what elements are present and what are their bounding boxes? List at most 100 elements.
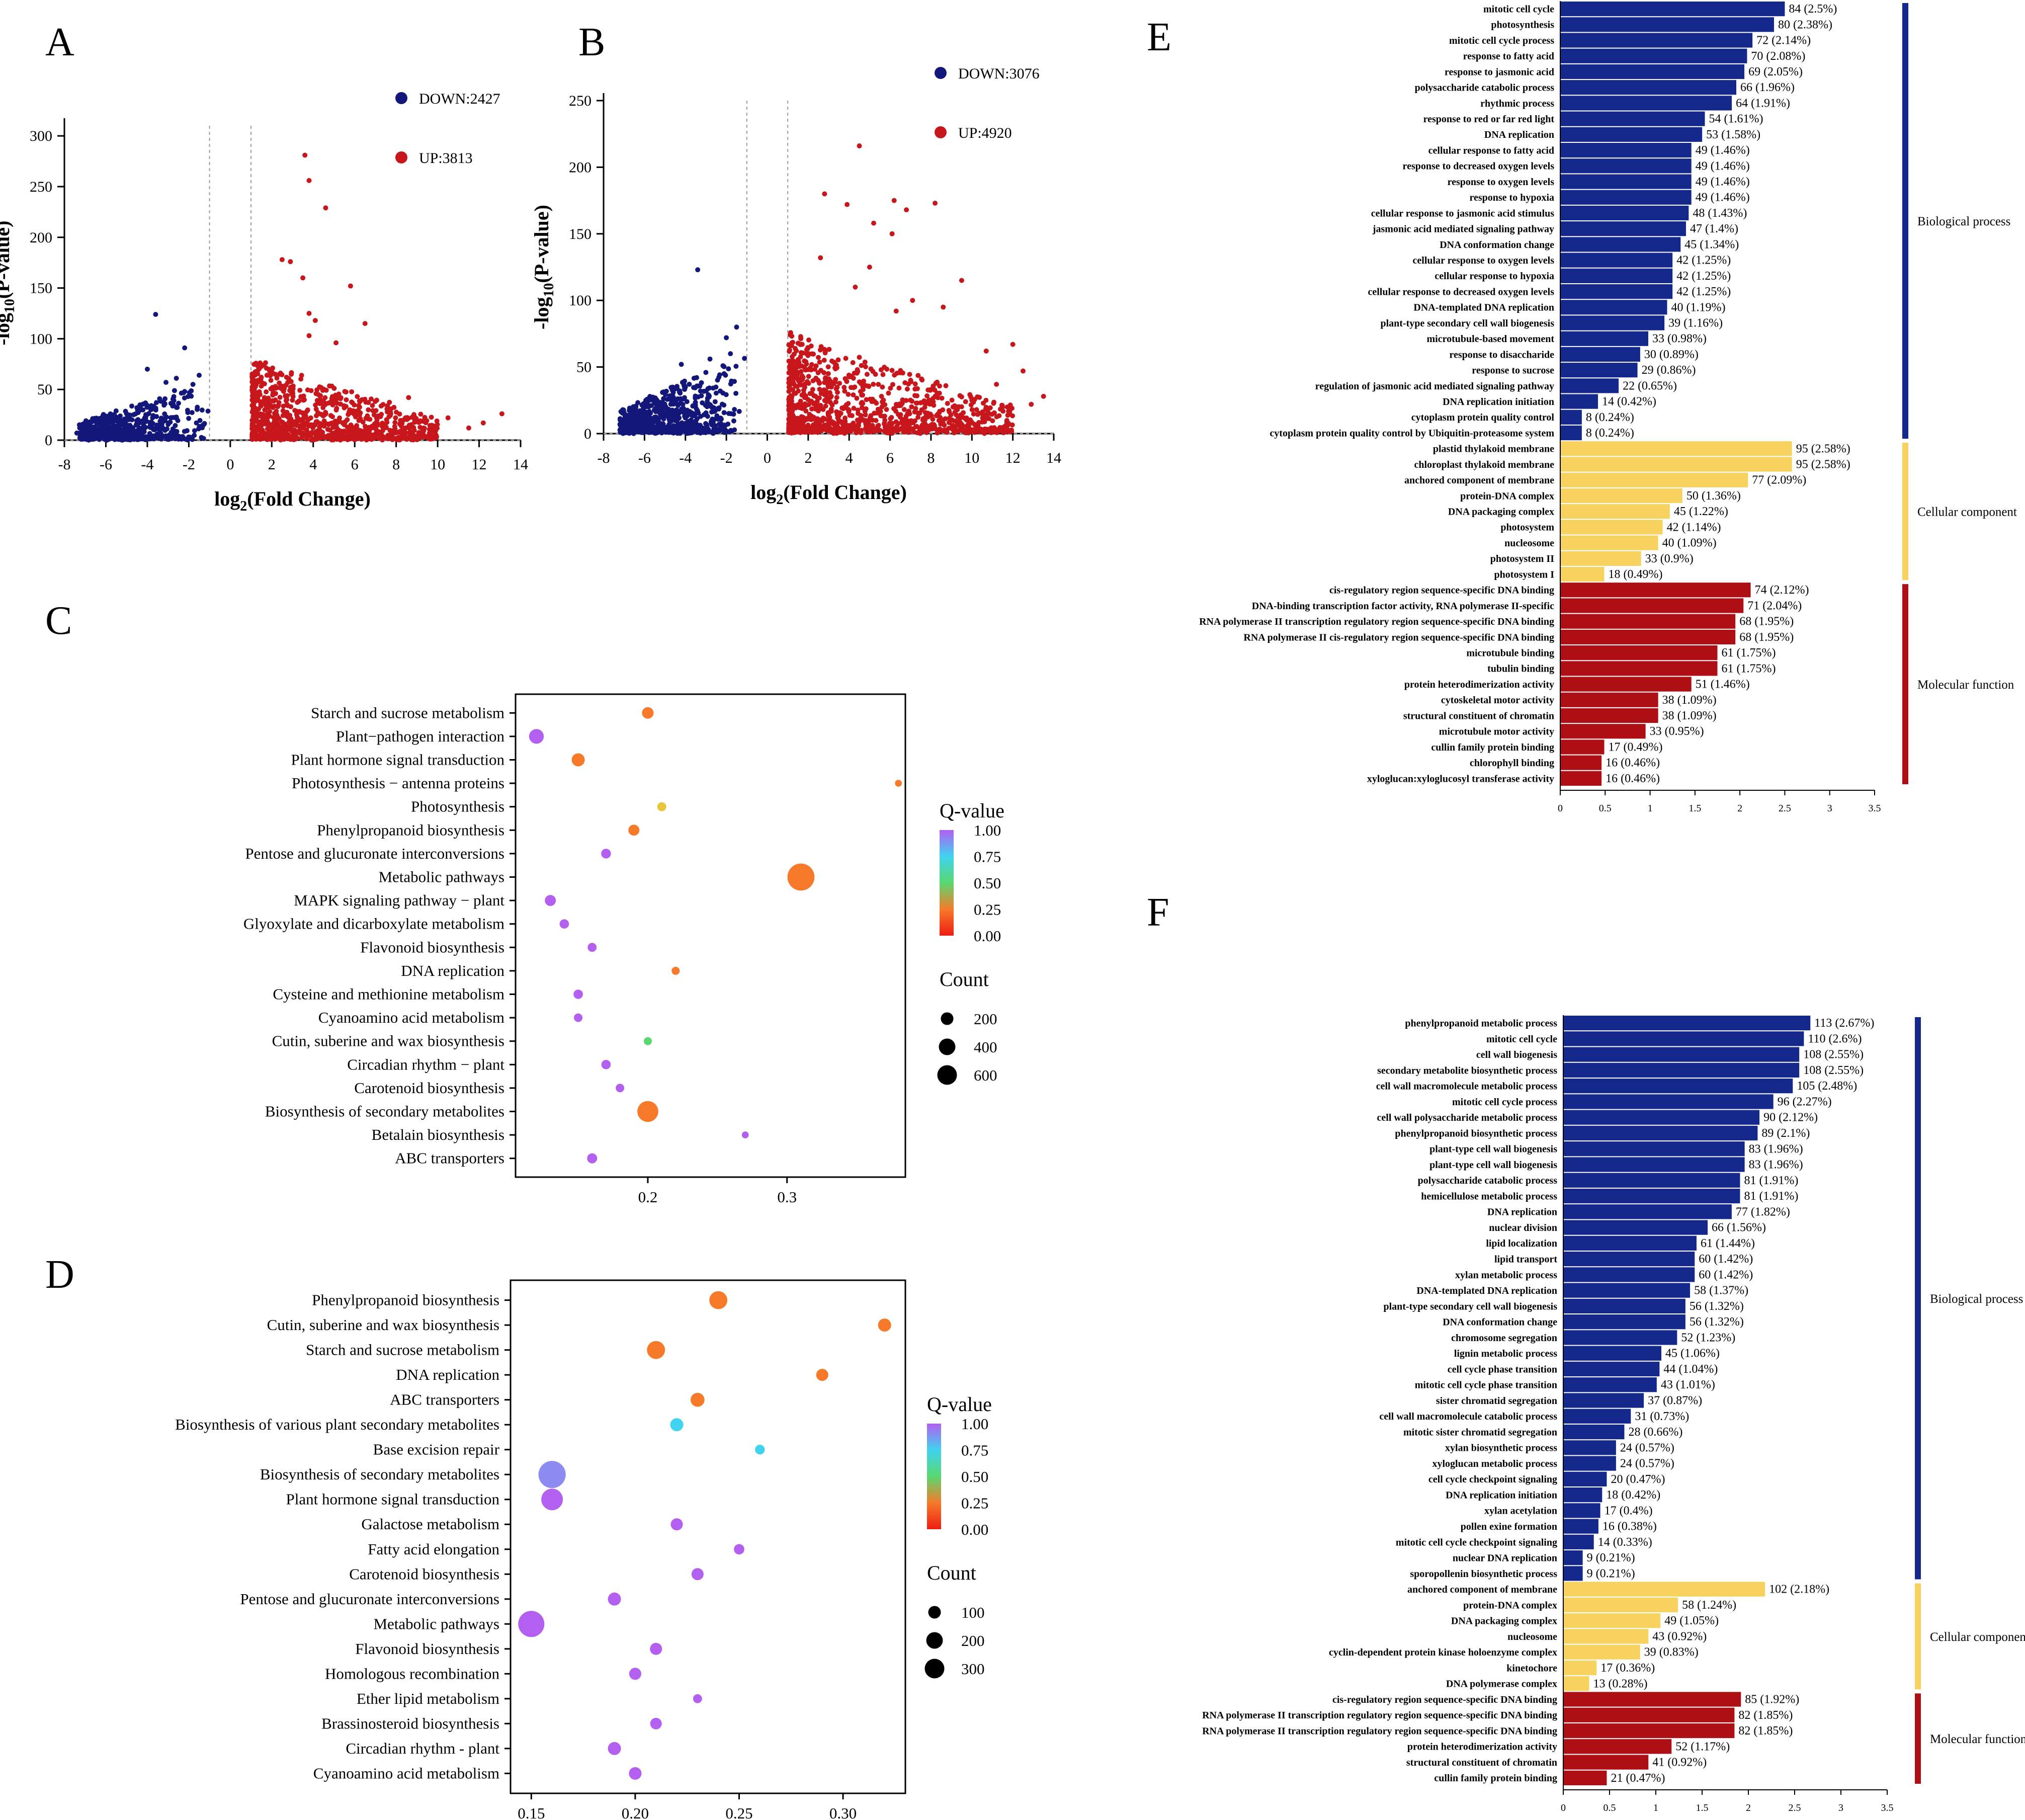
go-term-value: 66 (1.96%) xyxy=(1740,81,1795,94)
up-regulated-point xyxy=(799,373,805,379)
up-regulated-point xyxy=(259,374,264,380)
legend-marker xyxy=(395,92,407,104)
down-regulated-point xyxy=(140,401,146,407)
y-tick-label: 250 xyxy=(30,179,52,195)
go-term-value: 9 (0.21%) xyxy=(1587,1551,1635,1564)
go-term-value: 61 (1.75%) xyxy=(1722,662,1776,675)
up-regulated-point xyxy=(941,304,946,310)
up-regulated-point xyxy=(327,427,332,433)
up-regulated-point xyxy=(900,419,906,424)
up-regulated-point xyxy=(888,416,893,422)
up-regulated-point xyxy=(348,283,353,289)
colorbar-tick-label: 0.00 xyxy=(974,927,1001,945)
legend-marker xyxy=(395,151,407,163)
go-bar-chart-E: mitotic cell cycle 84 (2.5%) photosynthesi… xyxy=(1199,1,2017,814)
pathway-label: Cyanoamino acid metabolism xyxy=(313,1764,499,1782)
up-regulated-point xyxy=(976,410,982,416)
up-regulated-point xyxy=(385,433,391,438)
pathway-bubble xyxy=(878,1318,891,1332)
legend-title: Q-value xyxy=(927,1393,992,1416)
go-term-value: 49 (1.46%) xyxy=(1696,144,1750,157)
go-term-value: 61 (1.44%) xyxy=(1701,1237,1755,1250)
pathway-bubble xyxy=(650,1717,662,1729)
up-regulated-point xyxy=(842,415,848,421)
up-regulated-point xyxy=(845,429,851,434)
go-term-value: 95 (2.58%) xyxy=(1796,442,1850,455)
go-term-value: 43 (0.92%) xyxy=(1652,1630,1707,1643)
go-term-value: 108 (2.55%) xyxy=(1803,1048,1864,1061)
up-regulated-point xyxy=(893,308,899,314)
up-regulated-point xyxy=(375,434,381,440)
down-regulated-point xyxy=(625,430,630,435)
x-tick-label: 2.5 xyxy=(1789,1802,1801,1813)
up-regulated-point xyxy=(922,410,928,416)
up-regulated-point xyxy=(811,351,816,357)
up-regulated-point xyxy=(920,416,926,422)
up-regulated-point xyxy=(876,423,881,428)
x-tick-label: 0 xyxy=(226,456,234,473)
x-tick-label: 0 xyxy=(764,450,771,466)
up-regulated-point xyxy=(880,372,886,377)
go-term-value: 21 (0.47%) xyxy=(1611,1772,1665,1785)
up-regulated-point xyxy=(815,370,821,376)
colorbar-tick-label: 0.75 xyxy=(974,848,1001,866)
down-regulated-point xyxy=(157,396,162,401)
up-regulated-point xyxy=(341,420,346,426)
down-regulated-point xyxy=(202,421,207,426)
go-term-bar xyxy=(1560,96,1732,111)
up-regulated-point xyxy=(806,415,811,421)
up-regulated-point xyxy=(867,396,873,402)
plot-frame xyxy=(515,693,906,1178)
go-term-label: sporopollenin biosynthetic process xyxy=(1410,1568,1557,1580)
x-tick-label: -4 xyxy=(679,450,692,466)
up-regulated-point xyxy=(889,368,895,373)
pathway-label: Pentose and glucuronate interconversions xyxy=(245,845,504,862)
go-term-label: cytoskeletal motor activity xyxy=(1441,695,1554,706)
up-regulated-point xyxy=(1007,402,1013,408)
x-tick-label: 10 xyxy=(964,450,979,466)
go-term-label: response to fatty acid xyxy=(1463,51,1554,62)
down-regulated-point xyxy=(176,400,182,406)
go-term-label: polysaccharide catabolic process xyxy=(1415,82,1555,94)
go-term-label: DNA packaging complex xyxy=(1451,1616,1557,1627)
x-tick-label: 0.3 xyxy=(777,1188,797,1206)
up-regulated-point xyxy=(387,428,393,433)
up-regulated-point xyxy=(924,393,930,398)
up-regulated-point xyxy=(273,372,278,377)
up-regulated-point xyxy=(786,406,792,412)
go-term-value: 66 (1.56%) xyxy=(1712,1221,1766,1234)
up-regulated-point xyxy=(306,310,312,316)
go-term-label: lignin metabolic process xyxy=(1454,1348,1557,1359)
up-regulated-point xyxy=(335,419,341,424)
go-term-bar xyxy=(1563,1613,1661,1628)
go-term-value: 108 (2.55%) xyxy=(1803,1064,1864,1077)
go-term-label: DNA conformation change xyxy=(1443,1317,1557,1328)
go-term-label: plant-type cell wall biogenesis xyxy=(1429,1144,1557,1155)
x-axis-title: log2(Fold Change) xyxy=(750,481,907,508)
up-regulated-point xyxy=(867,265,872,270)
up-regulated-point xyxy=(924,423,930,429)
up-regulated-point xyxy=(966,424,971,430)
down-regulated-point xyxy=(151,427,156,432)
up-regulated-point xyxy=(320,397,326,403)
up-regulated-point xyxy=(809,398,814,404)
up-regulated-point xyxy=(251,404,257,410)
go-term-value: 40 (1.09%) xyxy=(1662,537,1717,550)
down-regulated-point xyxy=(698,388,703,394)
up-regulated-point xyxy=(320,388,325,393)
down-regulated-point xyxy=(707,356,713,362)
up-regulated-point xyxy=(937,383,943,389)
size-legend-label: 100 xyxy=(961,1604,985,1621)
up-regulated-point xyxy=(252,369,258,375)
go-term-label: plant-type secondary cell wall biogenesi… xyxy=(1380,318,1554,329)
down-regulated-point xyxy=(175,404,180,410)
down-regulated-point xyxy=(674,411,680,417)
up-regulated-point xyxy=(889,231,895,236)
go-term-value: 37 (0.87%) xyxy=(1648,1394,1702,1408)
pathway-label: DNA replication xyxy=(401,962,504,979)
down-regulated-point xyxy=(190,437,195,442)
up-regulated-point xyxy=(878,367,884,373)
pathway-label: Pentose and glucuronate interconversions xyxy=(240,1590,499,1608)
go-term-bar xyxy=(1563,1298,1685,1314)
